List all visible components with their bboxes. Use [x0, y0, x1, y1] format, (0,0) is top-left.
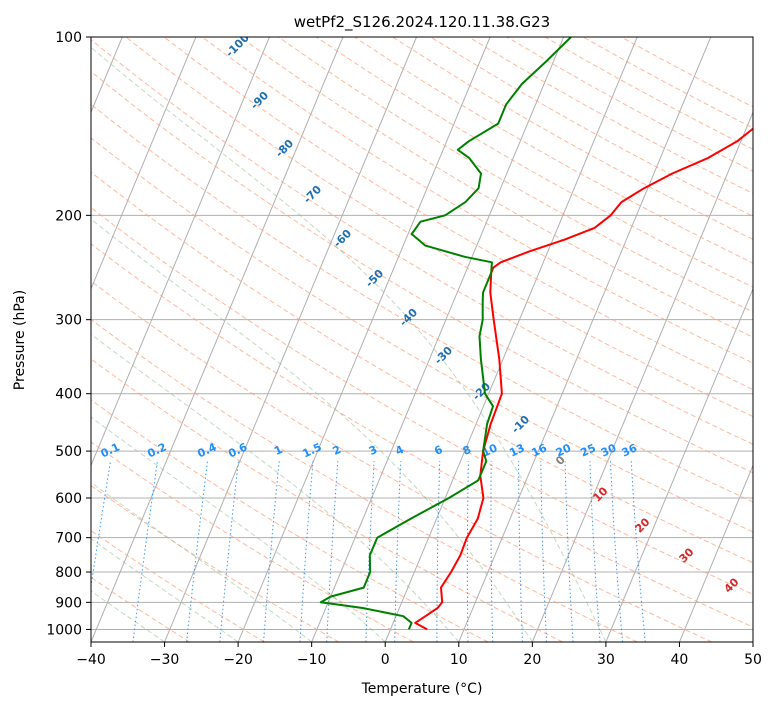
- x-tick-label: −20: [223, 652, 253, 668]
- mixing-ratio-line: [299, 461, 314, 642]
- mixing-ratio-line: [518, 461, 523, 642]
- dry-adiabat: [91, 280, 713, 642]
- isotherm-gridline: [91, 37, 270, 467]
- adiabats: [91, 37, 753, 642]
- x-tick-label: −30: [150, 652, 180, 668]
- x-tick-label: 40: [671, 652, 689, 668]
- profiles: [319, 37, 753, 631]
- dry-adiabat: [278, 37, 753, 313]
- y-tick-label: 100: [55, 30, 82, 46]
- mixing-ratio-line: [186, 461, 208, 642]
- mixing-ratio-label: 30: [599, 441, 619, 459]
- dry-adiabat: [239, 37, 753, 338]
- y-tick-label: 400: [55, 387, 82, 403]
- x-axis-label: Temperature (°C): [361, 681, 483, 697]
- dry-adiabat: [91, 358, 563, 642]
- y-tick-label: 700: [55, 531, 82, 547]
- mixing-ratio-line: [540, 461, 548, 642]
- moist-adiabat: [91, 218, 533, 642]
- y-tick-label: 500: [55, 444, 82, 460]
- moist-adiabat: [91, 333, 460, 642]
- isotherm-gridline: [384, 37, 638, 642]
- plot-frame: [90, 36, 754, 643]
- mixing-ratio-label: 20: [554, 441, 574, 459]
- dry-adiabat: [91, 441, 414, 642]
- x-tick-label: 20: [523, 652, 541, 668]
- mixing-ratio-line: [630, 461, 646, 642]
- mixing-ratio-line: [466, 461, 469, 642]
- mixing-ratio-line: [490, 461, 494, 642]
- x-tick-label: 0: [381, 652, 390, 668]
- mixing-ratio-line: [609, 461, 624, 642]
- mixing-ratio-line: [219, 461, 239, 642]
- dry-adiabat: [91, 103, 753, 503]
- y-tick-label: 800: [55, 565, 82, 581]
- moist-adiabat: [91, 416, 386, 642]
- dry-adiabat: [91, 243, 753, 628]
- mixing-ratio-line: [589, 461, 601, 642]
- y-tick-label: 900: [55, 595, 82, 611]
- y-axis-label: Pressure (hPa): [12, 290, 28, 390]
- mixing-ratio-label: 16: [530, 441, 550, 459]
- temperature-profile-line: [414, 127, 753, 631]
- dry-adiabat: [91, 38, 753, 445]
- mixing-ratio-line: [436, 461, 441, 642]
- dry-adiabat: [91, 484, 340, 642]
- dry-adiabat: [316, 37, 753, 288]
- dry-adiabat: [91, 530, 265, 642]
- isotherm-gridline: [164, 37, 417, 642]
- y-tick-label: 200: [55, 208, 82, 224]
- isotherm-gridline: [678, 464, 753, 642]
- mixing-ratio-lines: [91, 461, 646, 642]
- chart-title: wetPf2_S126.2024.120.11.38.G23: [294, 13, 550, 32]
- axis-ticks: −40 −30 −20 −10 0 10 20 30 40 50 100 200 300 400 500 60…: [46, 30, 762, 668]
- mixing-ratio-line: [326, 461, 339, 642]
- dry-adiabat: [91, 137, 753, 533]
- x-tick-label: 30: [597, 652, 615, 668]
- isotherm-gridline: [237, 37, 491, 642]
- moist-adiabat: [91, 481, 312, 642]
- isotherm-gridline: [91, 37, 344, 642]
- x-tick-label: 10: [450, 652, 468, 668]
- y-tick-label: 600: [55, 491, 82, 507]
- x-tick-label: −40: [76, 652, 106, 668]
- mixing-ratio-line: [394, 461, 402, 642]
- isotherm-gridline: [605, 287, 753, 642]
- mixing-ratio-label: 25: [578, 441, 597, 459]
- mixing-ratio-label: 36: [620, 441, 640, 459]
- mixing-ratio-line: [365, 461, 375, 642]
- moist-adiabat: [91, 538, 239, 642]
- mixing-ratio-label: 13: [507, 441, 526, 459]
- x-tick-label: 50: [744, 652, 762, 668]
- mixing-ratio-line: [263, 461, 280, 642]
- y-tick-label: 300: [55, 313, 82, 329]
- isotherm-gridline: [458, 37, 712, 642]
- dry-adiabat: [91, 171, 753, 564]
- dry-adiabat: [91, 399, 489, 642]
- moist-adiabat: [91, 590, 165, 642]
- dry-adiabat: [91, 206, 753, 596]
- x-tick-label: −10: [297, 652, 327, 668]
- mixing-ratio-line: [564, 461, 574, 642]
- dry-adiabat: [201, 37, 753, 364]
- dewpoint-profile-line: [319, 37, 572, 630]
- dry-adiabat: [91, 318, 638, 642]
- isotherm-gridline: [91, 37, 197, 291]
- dry-adiabat: [91, 70, 753, 474]
- y-tick-label: 1000: [46, 622, 82, 638]
